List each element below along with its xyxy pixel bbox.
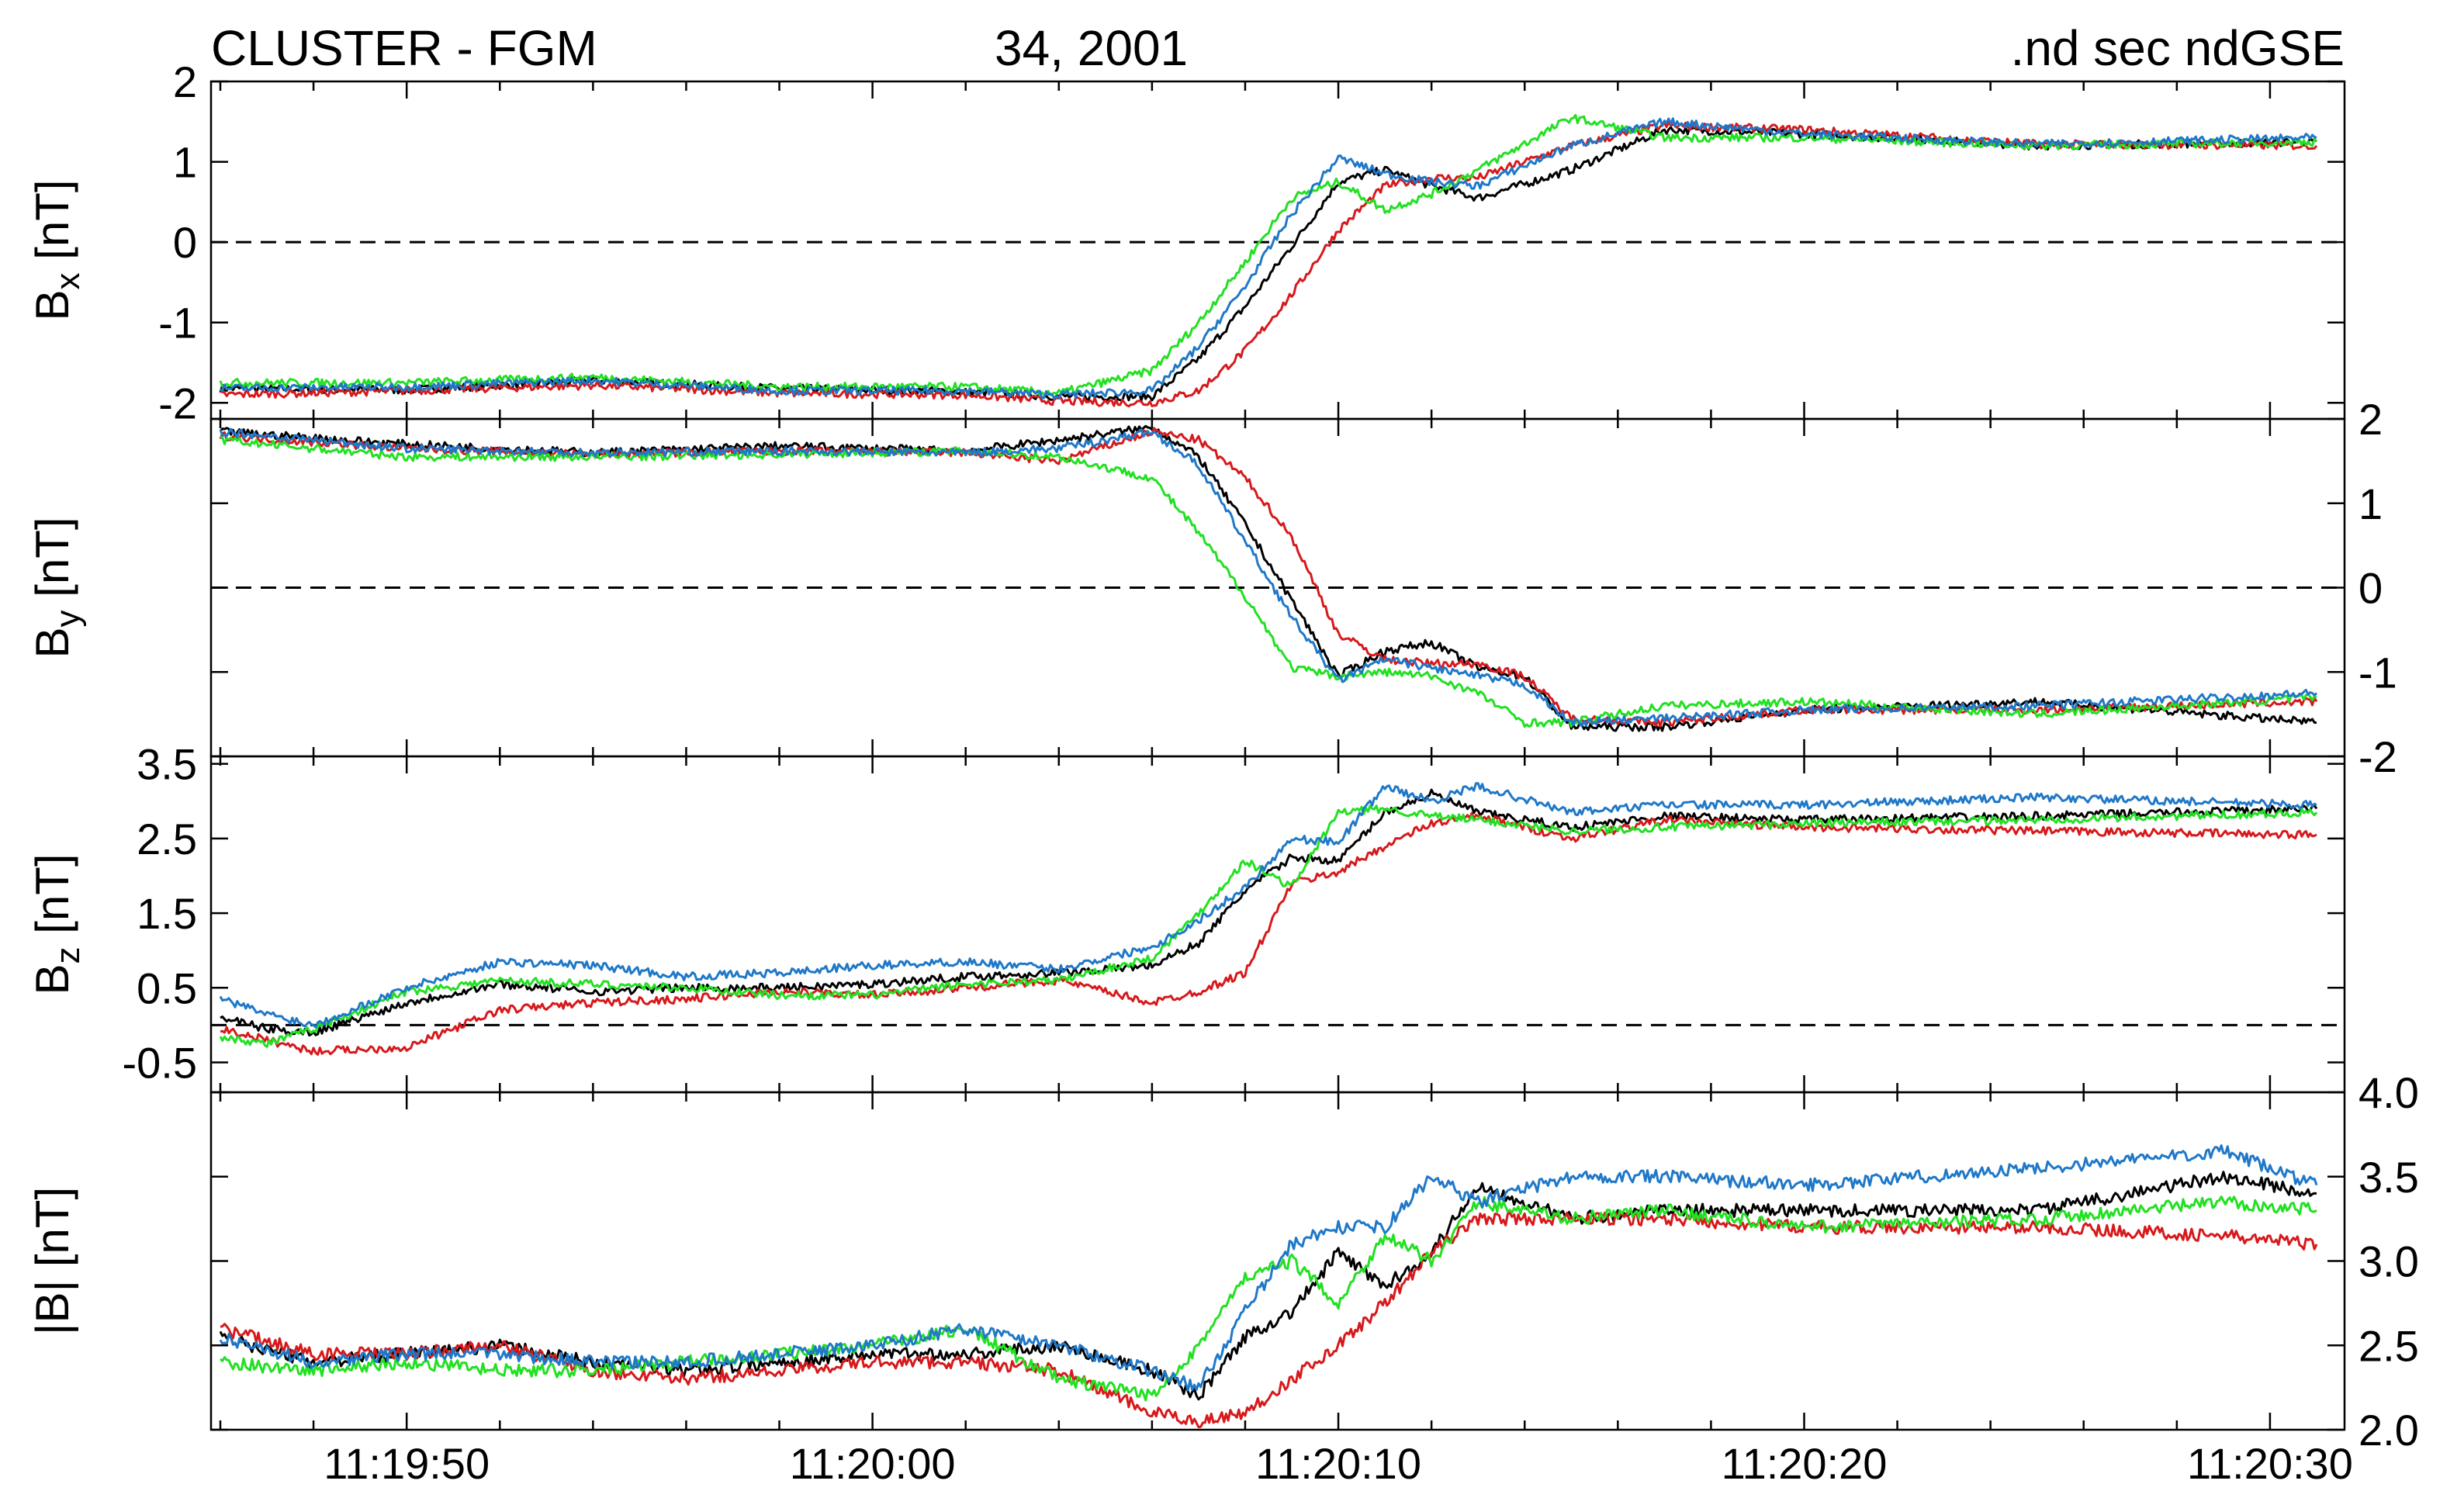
- series-green-trace: [219, 113, 2318, 396]
- y-tick-label: -2: [2358, 732, 2397, 781]
- y-tick-label: 0: [2358, 564, 2383, 613]
- series-blue-trace: [220, 117, 2317, 400]
- x-tick-label: 11:20:10: [1255, 1439, 1421, 1488]
- y-axis-label: |B| [nT]: [26, 1187, 78, 1335]
- header-center: 34, 2001: [995, 20, 1188, 76]
- y-tick-label: 3.5: [2358, 1153, 2419, 1202]
- y-tick-label: 2: [173, 57, 197, 106]
- panel-1: 2 1 0 -1 -2 Bx [nT]: [26, 57, 2346, 427]
- y-axis-label: Bz [nT]: [26, 853, 87, 995]
- series-black-trace: [220, 788, 2318, 1037]
- series-green-trace: [219, 804, 2318, 1048]
- series-red-trace: [220, 121, 2318, 408]
- y-tick-label: 0: [173, 218, 197, 267]
- y-tick-label: 3.5: [137, 740, 197, 789]
- panel-frame: [209, 755, 2346, 1094]
- y-tick-label: -1: [2358, 648, 2397, 697]
- header-right: .nd sec ndGSE: [2011, 20, 2345, 76]
- y-tick-label: 1.5: [137, 889, 197, 938]
- y-tick-label: 1: [173, 138, 197, 187]
- panel-2: 2 1 0 -1 -2 By [nT]: [26, 395, 2397, 781]
- y-tick-label: 3.0: [2358, 1237, 2419, 1286]
- x-tick-label: 11:20:00: [790, 1439, 956, 1488]
- x-tick-label: 11:20:30: [2187, 1439, 2353, 1488]
- y-tick-label: 2.5: [2358, 1321, 2419, 1370]
- panel-4: 4.0 3.5 3.0 2.5 2.0 |B| [nT]: [26, 1068, 2419, 1455]
- y-tick-label: 2.0: [2358, 1406, 2419, 1455]
- series-black-trace: [219, 126, 2318, 402]
- series-blue-trace: [219, 782, 2317, 1029]
- panels-group: 2 1 0 -1 -2 Bx [nT] 2 1 0 -1 -2 By [nT] 3.5 2.5 1.5 0.5…: [26, 57, 2419, 1455]
- y-tick-label: 4.0: [2358, 1068, 2419, 1117]
- y-tick-label: 2: [2358, 395, 2383, 444]
- series-red-trace: [220, 811, 2317, 1056]
- series-black-trace: [219, 424, 2317, 732]
- series-blue-trace: [219, 1144, 2318, 1392]
- y-tick-label: 1: [2358, 479, 2383, 528]
- y-tick-label: -1: [158, 299, 197, 348]
- y-tick-label: 2.5: [137, 815, 197, 863]
- panel-frame: [209, 80, 2346, 420]
- x-tick-label: 11:20:20: [1722, 1439, 1888, 1488]
- x-tick-label: 11:19:50: [324, 1439, 490, 1488]
- series-red-trace: [219, 427, 2318, 728]
- series-green-trace: [219, 1195, 2317, 1402]
- series-blue-trace: [219, 427, 2318, 728]
- y-tick-label: -0.5: [123, 1039, 198, 1088]
- series-red-trace: [220, 1211, 2318, 1429]
- panel-3: 3.5 2.5 1.5 0.5 -0.5 Bz [nT]: [26, 740, 2346, 1094]
- series-black-trace: [219, 1171, 2317, 1401]
- y-axis-label: Bx [nT]: [26, 179, 87, 320]
- panel-frame: [209, 1091, 2346, 1431]
- x-tick-labels: 11:19:50 11:20:00 11:20:10 11:20:20 11:20:30: [324, 1439, 2353, 1488]
- y-tick-label: -2: [158, 379, 197, 427]
- header-left: CLUSTER - FGM: [211, 20, 597, 76]
- y-axis-label: By [nT]: [26, 517, 87, 658]
- y-tick-label: 0.5: [137, 963, 197, 1012]
